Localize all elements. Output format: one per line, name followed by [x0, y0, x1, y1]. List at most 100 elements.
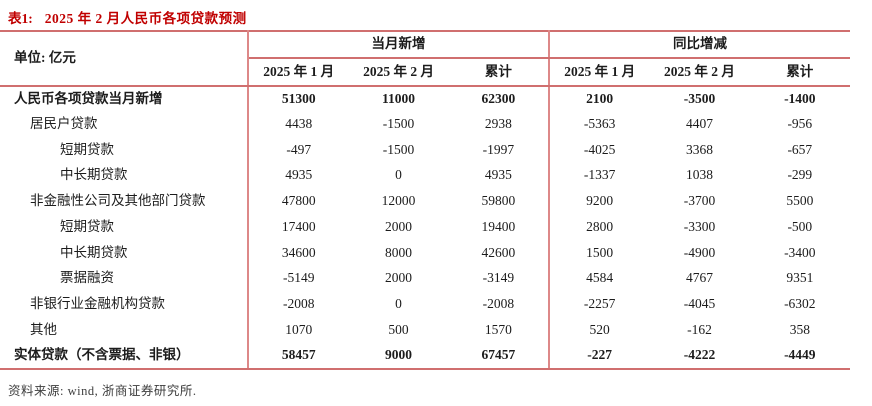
cell-value: 2000 — [385, 270, 413, 286]
cell-value: 9200 — [586, 193, 614, 209]
cell-value: 500 — [388, 321, 409, 337]
cell-value: 11000 — [382, 90, 416, 106]
cell-value: 1500 — [586, 244, 614, 260]
cell-value: 2938 — [448, 111, 551, 138]
cell-value: -497 — [286, 141, 312, 157]
cell-value: -6302 — [784, 295, 816, 311]
sub-header-feb: 2025 年 2 月 — [649, 58, 750, 87]
sub-header-jan: 2025 年 1 月 — [248, 58, 349, 87]
unit-label: 单位: 亿元 — [0, 30, 250, 87]
sub-header-cumulative: 累计 — [749, 58, 850, 87]
table-number-label: 表1: — [8, 11, 33, 26]
cell-value: 9351 — [786, 270, 814, 286]
cell-value: 67457 — [448, 342, 551, 370]
row-label: 短期贷款 — [0, 137, 250, 164]
cell-value: -657 — [787, 141, 813, 157]
cell-value: 51300 — [281, 90, 316, 106]
cell-value: 1038 — [685, 167, 713, 183]
row-label: 中长期贷款 — [0, 163, 250, 189]
cell-value: -956 — [787, 116, 813, 132]
cell-value: -5363 — [583, 116, 616, 132]
row-label: 其他 — [0, 317, 250, 343]
cell-value: -3149 — [448, 265, 551, 292]
table-row: 人民币各项贷款当月新增 51300 11000 62300 2100 -3500… — [0, 86, 850, 112]
cell-value: -1500 — [382, 116, 415, 132]
cell-value: -3500 — [683, 90, 716, 106]
cell-value: 3368 — [685, 141, 713, 157]
sub-header-cumulative: 累计 — [448, 58, 551, 87]
row-label: 实体贷款（不含票据、非银） — [0, 342, 250, 370]
cell-value: 520 — [589, 321, 610, 337]
cell-value: 4407 — [685, 116, 713, 132]
cell-value: -1400 — [784, 90, 816, 106]
cell-value: 4935 — [285, 167, 313, 183]
cell-value: 0 — [395, 295, 402, 311]
cell-value: -3700 — [683, 193, 716, 209]
table-row: 实体贷款（不含票据、非银） 58457 9000 67457 -227 -422… — [0, 342, 850, 370]
table-row: 短期贷款 17400 2000 19400 2800 -3300 -500 — [0, 214, 850, 241]
cell-value: 4935 — [448, 163, 551, 189]
cell-value: -299 — [787, 167, 813, 183]
cell-value: 1570 — [448, 317, 551, 343]
group-header-row: 单位: 亿元 当月新增 同比增减 — [0, 30, 850, 87]
table-row: 票据融资 -5149 2000 -3149 4584 4767 9351 — [0, 265, 850, 292]
row-label: 人民币各项贷款当月新增 — [0, 86, 250, 112]
cell-value: 2100 — [586, 90, 614, 106]
group-header-monthly-new: 当月新增 — [248, 30, 551, 59]
cell-value: 59800 — [448, 188, 551, 215]
cell-value: 62300 — [448, 86, 551, 112]
cell-value: 8000 — [385, 244, 413, 260]
cell-value: 5500 — [786, 193, 814, 209]
cell-value: 4584 — [586, 270, 614, 286]
cell-value: -4045 — [683, 295, 716, 311]
sub-header-feb: 2025 年 2 月 — [348, 58, 449, 87]
cell-value: -500 — [787, 218, 813, 234]
row-label: 非金融性公司及其他部门贷款 — [0, 188, 250, 215]
cell-value: 34600 — [281, 244, 316, 260]
cell-value: 2000 — [385, 218, 413, 234]
table-title: 表1: 2025 年 2 月人民币各项贷款预测 — [0, 0, 872, 30]
table-row: 居民户贷款 4438 -1500 2938 -5363 4407 -956 — [0, 111, 850, 138]
table-row: 非银行业金融机构贷款 -2008 0 -2008 -2257 -4045 -63… — [0, 291, 850, 318]
cell-value: 2800 — [586, 218, 614, 234]
cell-value: 9000 — [348, 342, 449, 370]
cell-value: -1337 — [583, 167, 616, 183]
cell-value: 358 — [789, 321, 810, 337]
cell-value: 4438 — [285, 116, 313, 132]
row-label: 短期贷款 — [0, 214, 250, 241]
cell-value: -3400 — [784, 244, 816, 260]
cell-value: -1997 — [448, 137, 551, 164]
row-label: 居民户贷款 — [0, 111, 250, 138]
table-row: 短期贷款 -497 -1500 -1997 -4025 3368 -657 — [0, 137, 850, 164]
cell-value: 47800 — [281, 193, 316, 209]
cell-value: -4025 — [583, 141, 616, 157]
cell-value: -5149 — [282, 270, 315, 286]
row-label: 非银行业金融机构贷款 — [0, 291, 250, 318]
cell-value: -4449 — [749, 342, 850, 370]
cell-value: -4900 — [683, 244, 716, 260]
row-label: 票据融资 — [0, 265, 250, 292]
table-row: 中长期贷款 34600 8000 42600 1500 -4900 -3400 — [0, 240, 850, 266]
cell-value: -2008 — [282, 295, 315, 311]
cell-value: -4222 — [649, 342, 750, 370]
cell-value: 58457 — [248, 342, 349, 370]
cell-value: 12000 — [381, 193, 416, 209]
cell-value: 0 — [395, 167, 402, 183]
cell-value: 19400 — [448, 214, 551, 241]
table-row: 中长期贷款 4935 0 4935 -1337 1038 -299 — [0, 163, 850, 189]
cell-value: -2008 — [448, 291, 551, 318]
sub-header-jan: 2025 年 1 月 — [549, 58, 650, 87]
source-note: 资料来源: wind, 浙商证券研究所. — [8, 383, 197, 398]
cell-value: -162 — [687, 321, 712, 337]
sub-header-row: 2025 年 1 月 2025 年 2 月 累计 2025 年 1 月 2025… — [0, 58, 850, 87]
cell-value: -2257 — [583, 295, 616, 311]
table-title-text: 2025 年 2 月人民币各项贷款预测 — [44, 11, 247, 26]
table-row: 非金融性公司及其他部门贷款 47800 12000 59800 9200 -37… — [0, 188, 850, 215]
cell-value: -3300 — [683, 218, 716, 234]
cell-value: 4767 — [685, 270, 713, 286]
cell-value: -1500 — [382, 141, 415, 157]
group-header-yoy-change: 同比增减 — [549, 30, 850, 59]
loan-forecast-table: 单位: 亿元 当月新增 同比增减 2025 年 1 月 2025 年 2 月 累… — [0, 30, 850, 370]
cell-value: 1070 — [285, 321, 313, 337]
